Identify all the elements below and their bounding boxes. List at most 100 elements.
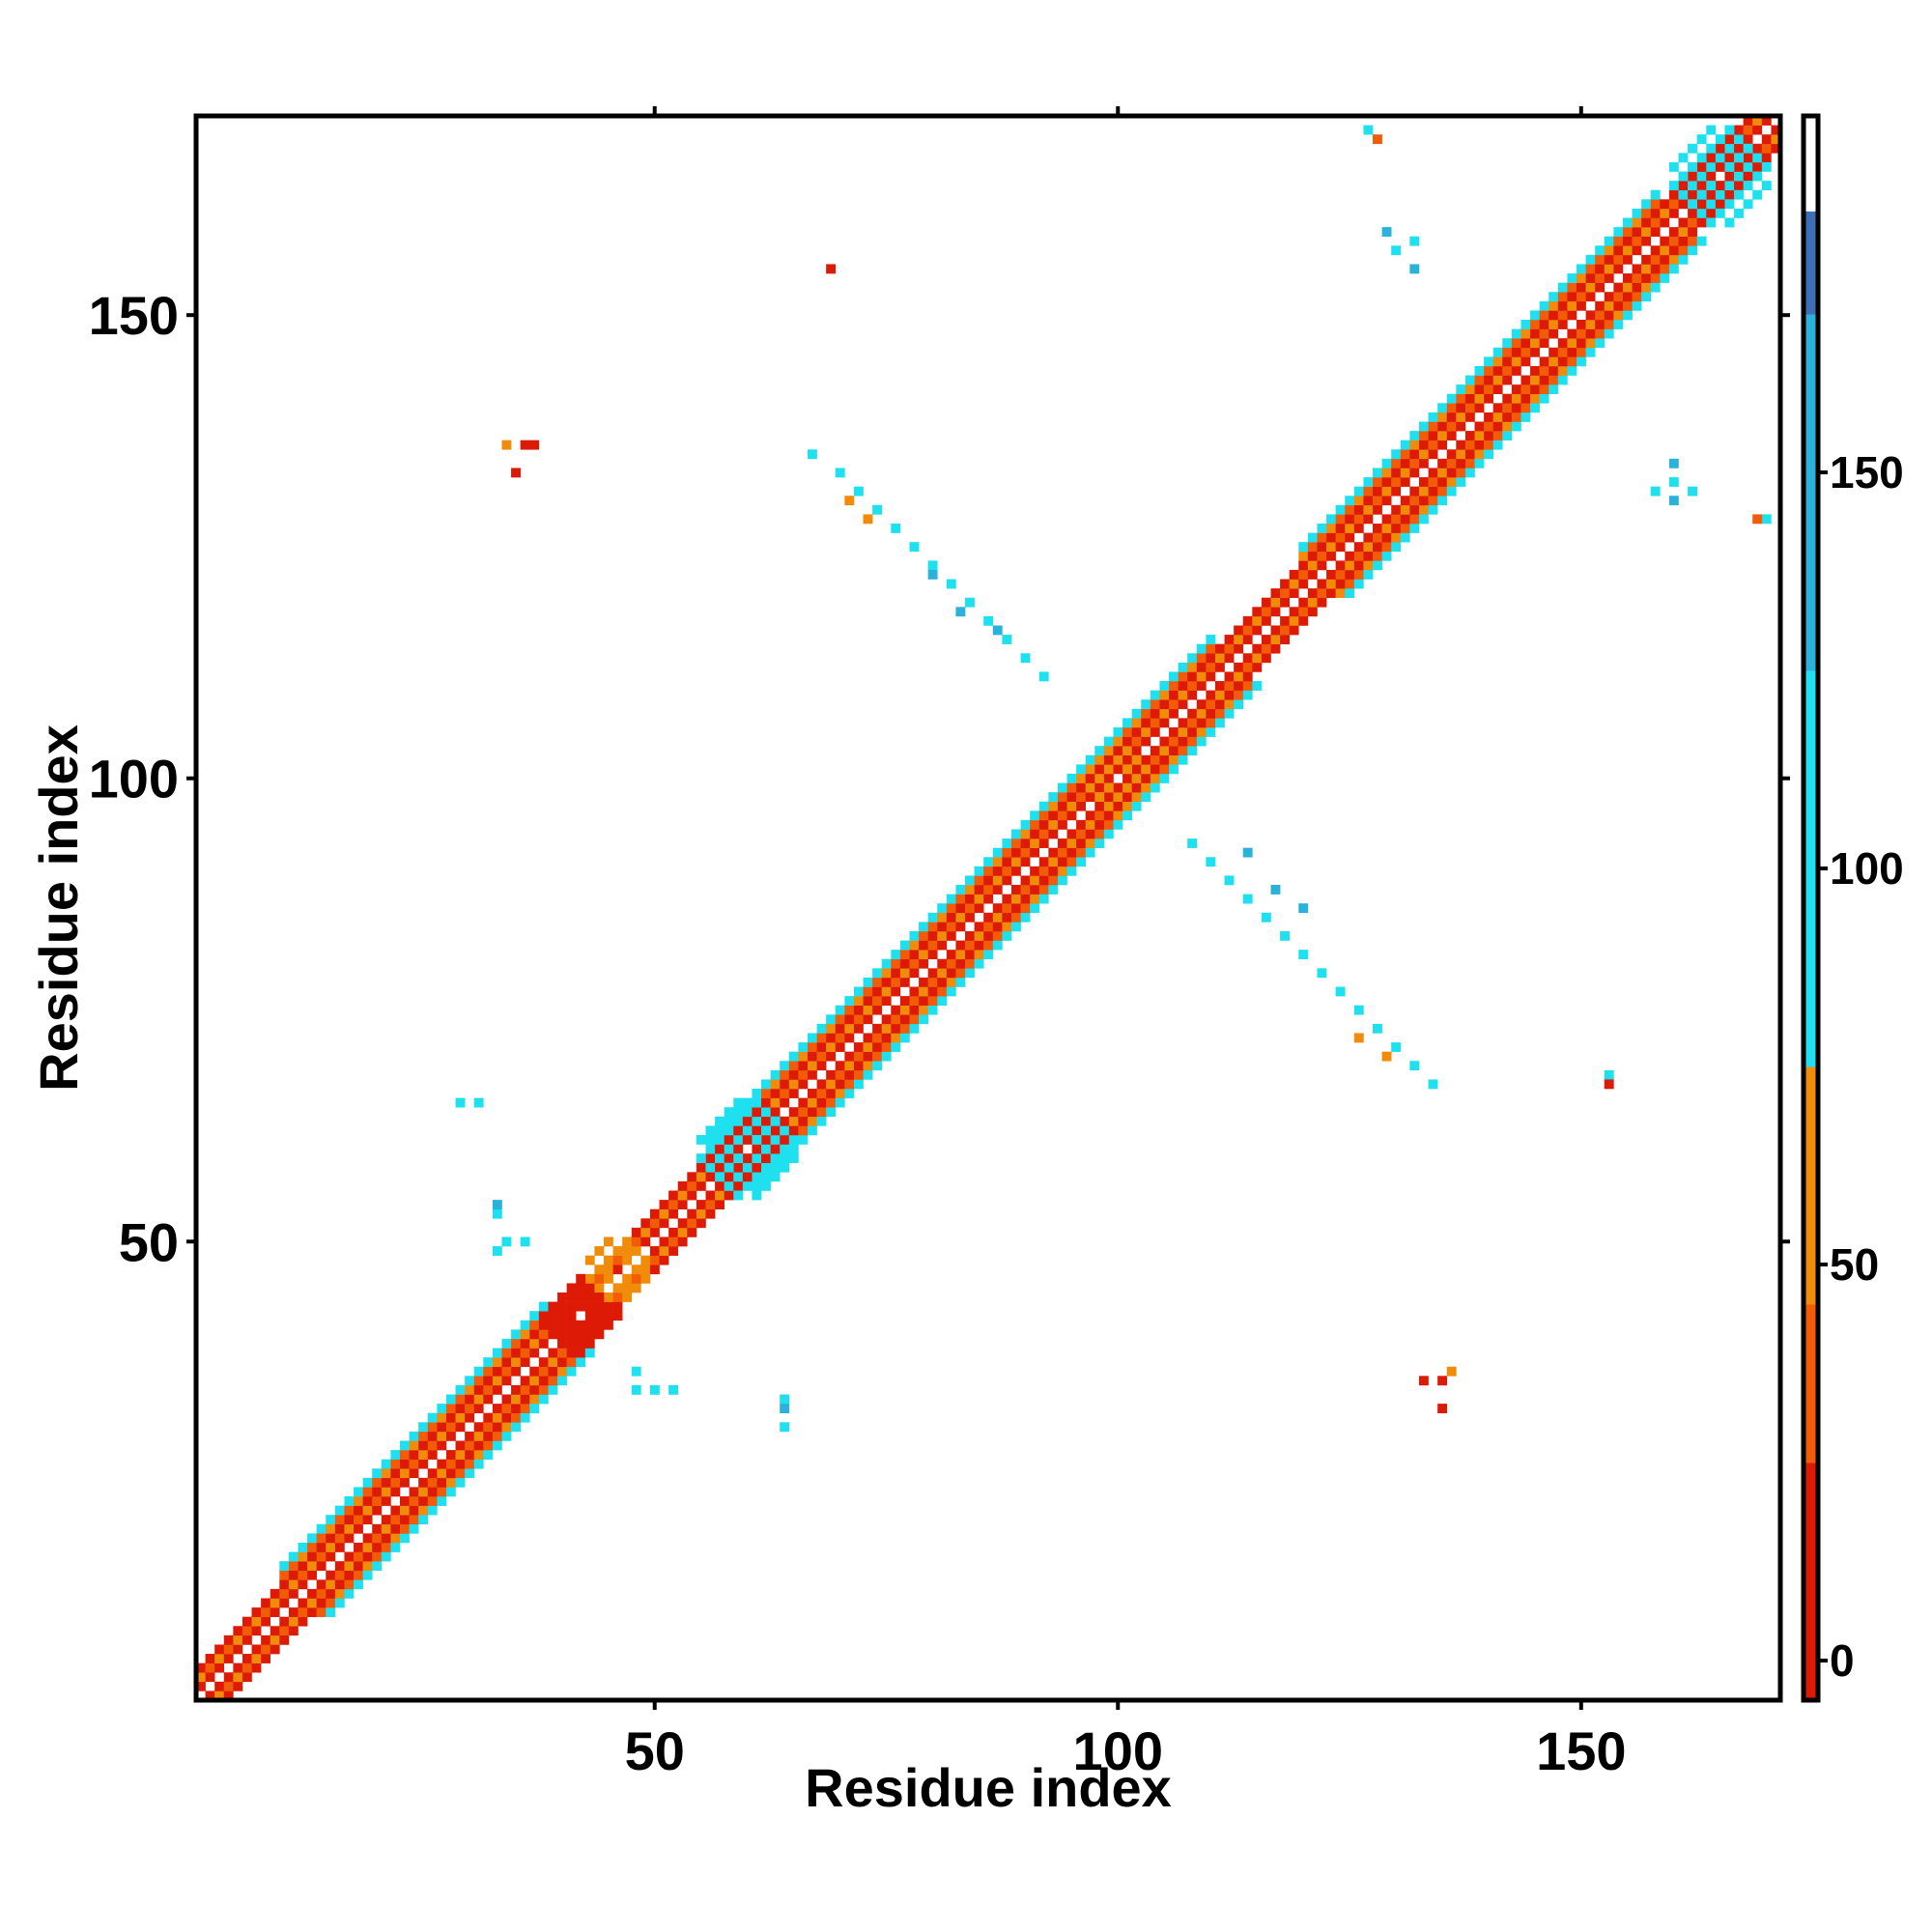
heatmap-cell [1242,625,1253,636]
heatmap-cell [223,1654,234,1663]
heatmap-cell [816,1061,827,1071]
heatmap-cell [529,1384,540,1395]
heatmap-cell [761,1116,771,1126]
heatmap-cell [1613,264,1624,274]
heatmap-cell [492,1404,502,1413]
heatmap-cell [1057,801,1067,811]
heatmap-cell [326,1523,336,1534]
heatmap-cell [594,1283,605,1293]
heatmap-cell [437,1487,447,1497]
heatmap-cell [937,996,948,1006]
heatmap-cell [548,1357,558,1368]
heatmap-cell [1066,810,1077,821]
heatmap-cell [983,885,994,895]
heatmap-cell [1409,440,1420,450]
heatmap-cell [1252,643,1263,654]
heatmap-cell [919,977,928,987]
heatmap-cell [1085,782,1095,793]
heatmap-cell [1131,792,1142,803]
heatmap-cell [1038,819,1049,830]
heatmap-cell [576,1338,586,1349]
heatmap-cell [511,1404,521,1413]
heatmap-cell [1326,579,1336,589]
heatmap-cell [1391,477,1402,487]
heatmap-cell [891,968,901,979]
heatmap-cell [899,1023,910,1034]
x-tick-label: 50 [625,1720,685,1781]
heatmap-cell [279,1626,290,1636]
heatmap-cell [1428,504,1438,515]
heatmap-cell [622,1236,633,1247]
heatmap-cell [622,1255,633,1265]
heatmap-cell [1567,300,1577,311]
heatmap-cell [492,1440,502,1451]
heatmap-cell [1270,885,1281,895]
heatmap-cell [853,486,864,497]
heatmap-cell [1076,801,1086,811]
heatmap-cell [1437,440,1448,450]
heatmap-cell [1159,718,1170,728]
heatmap-cell [965,940,975,951]
heatmap-cell [1557,375,1568,385]
heatmap-cell [1548,365,1559,376]
heatmap-cell [1242,635,1253,644]
heatmap-cell [1057,782,1067,793]
heatmap-cell [1668,161,1679,172]
heatmap-cell [927,930,938,941]
heatmap-cell [612,1255,623,1265]
heatmap-cell [899,950,910,960]
heatmap-cell [780,1116,790,1126]
heatmap-cell [576,1301,586,1312]
colorbar-band [1804,1304,1818,1463]
heatmap-cell [937,940,948,951]
heatmap-cell [520,1329,530,1340]
heatmap-cell [1567,328,1577,339]
heatmap-cell [955,903,966,914]
heatmap-cell [983,912,994,923]
heatmap-cell [1678,171,1689,182]
heatmap-cell [965,930,975,941]
heatmap-cell [1604,245,1614,256]
heatmap-cell [844,1051,855,1062]
x-axis-ticks: 50 100 150 [625,106,1627,1781]
heatmap-cell [1622,292,1633,302]
heatmap-cell [724,1180,734,1191]
heatmap-cell [742,1180,753,1191]
heatmap-cell [1169,690,1179,700]
heatmap-cell [1577,282,1586,293]
heatmap-cell [1270,597,1281,608]
heatmap-cell [1706,171,1717,182]
heatmap-cell [298,1598,308,1608]
heatmap-cell [826,1051,837,1062]
heatmap-cell [649,1246,660,1256]
heatmap-cell [1428,421,1438,432]
x-tick-label: 150 [1536,1720,1626,1781]
heatmap-cell [1595,254,1605,265]
heatmap-cell [919,958,928,969]
heatmap-cell [1381,477,1392,487]
heatmap-cell [1484,421,1493,432]
heatmap-cell [1660,236,1670,246]
heatmap-cell [576,1320,586,1330]
heatmap-cell [909,1023,920,1034]
heatmap-cell [1464,468,1475,478]
heatmap-cell [788,1089,799,1098]
heatmap-cell [1298,551,1309,561]
heatmap-cell [1484,431,1493,440]
heatmap-cell [492,1384,502,1395]
heatmap-cell [919,950,928,960]
heatmap-cell [1548,375,1559,385]
heatmap-cell [529,1366,540,1377]
heatmap-cell [1206,726,1216,737]
heatmap-cell [1010,912,1021,923]
heatmap-cell [1696,161,1707,172]
heatmap-cell [1307,588,1318,599]
heatmap-cell [1688,143,1697,154]
heatmap-cell [1206,718,1216,728]
heatmap-cell [1530,384,1540,395]
heatmap-cell [594,1273,605,1284]
heatmap-cell [909,986,920,997]
heatmap-cell [1122,754,1132,765]
heatmap-cell [1548,300,1559,311]
